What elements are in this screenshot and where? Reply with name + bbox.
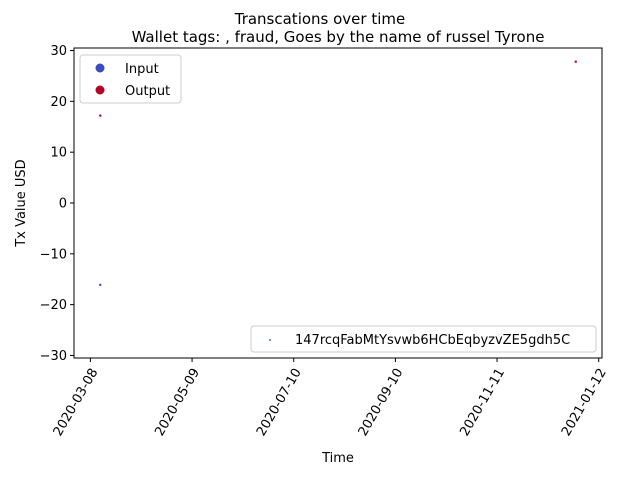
- data-point-output: [99, 114, 102, 117]
- legend-input-marker: [95, 63, 105, 73]
- y-tick-label: 0: [59, 197, 67, 212]
- chart-subtitle: Wallet tags: , fraud, Goes by the name o…: [132, 28, 545, 46]
- legend-box: [79, 54, 182, 104]
- y-tick-label: 10: [50, 146, 67, 161]
- legend-output-marker: [95, 85, 105, 95]
- plot-area: [99, 60, 577, 287]
- chart-title: Transcations over time: [234, 10, 406, 28]
- y-tick-label: 30: [50, 44, 67, 59]
- wallet-legend: 147rcqFabMtYsvwb6HCbEqbyzvZE5gdh5C: [250, 325, 597, 353]
- y-tick-label: −10: [40, 247, 67, 262]
- legend-input-label: Input: [125, 62, 159, 77]
- data-point-output: [574, 60, 577, 63]
- y-tick-label: 20: [50, 95, 67, 110]
- y-tick-label: −20: [40, 298, 67, 313]
- wallet-address-label: 147rcqFabMtYsvwb6HCbEqbyzvZE5gdh5C: [295, 333, 570, 348]
- x-axis-label: Time: [321, 451, 354, 466]
- data-point-input: [99, 283, 102, 287]
- y-axis-label: Tx Value USD: [14, 159, 29, 247]
- y-tick-label: −30: [40, 349, 67, 364]
- wallet-legend-box: [250, 325, 597, 353]
- wallet-marker: [269, 339, 271, 341]
- legend-output-label: Output: [125, 84, 170, 99]
- y-axis: −30 −20 −10 0 10 20 30: [40, 44, 74, 364]
- series-legend: Input Output: [79, 54, 182, 104]
